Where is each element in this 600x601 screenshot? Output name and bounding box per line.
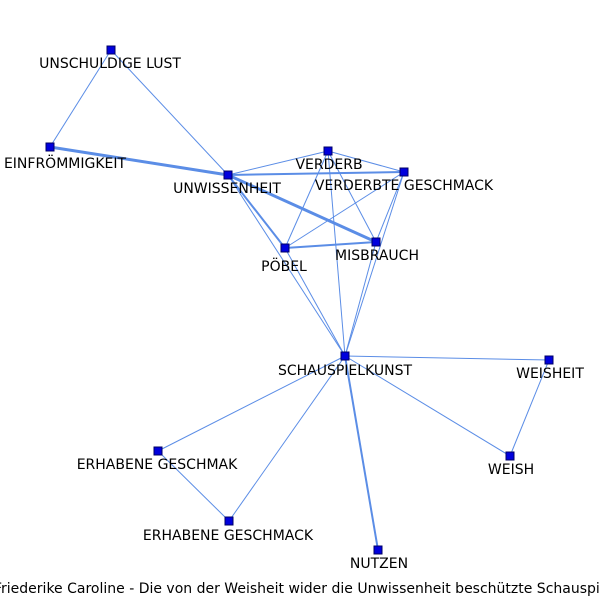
node-poebel[interactable] [280,243,290,253]
node-label-erhabene_geschmack: ERHABENE GESCHMACK [143,528,314,544]
node-label-verderb: VERDERB [295,157,362,173]
edge-verderb-verderbte_geschmack [327,150,405,173]
node-nutzen[interactable] [373,545,383,555]
edge-verderb-misbrauch [327,150,377,243]
edge-unwissenheit-schauspielkunst [227,174,346,357]
edge-verderbte_geschmack-misbrauch [375,171,405,243]
edge-verderb-poebel [284,150,329,249]
node-verderb[interactable] [323,146,333,156]
edge-schauspielkunst-weish [344,355,511,457]
edge-schauspielkunst-weisheit [344,355,550,361]
edge-unwissenheit-verderbte_geschmack [227,171,405,176]
node-label-unschuldige_lust: UNSCHULDIGE LUST [39,56,181,72]
node-label-schauspielkunst: SCHAUSPIELKUNST [278,363,413,379]
edge-unwissenheit-poebel [227,174,286,249]
edge-verderbte_geschmack-schauspielkunst [344,171,405,357]
node-label-verderbte_geschmack: VERDERBTE GESCHMACK [315,178,494,194]
node-label-weish: WEISH [488,462,534,478]
node-label-misbrauch: MISBRAUCH [335,248,419,264]
edge-einfroemmigkeit-unwissenheit [49,145,229,177]
edge-weisheit-weish [509,359,550,457]
node-label-unwissenheit: UNWISSENHEIT [173,181,281,197]
edge-unschuldige_lust-unwissenheit [110,49,229,176]
node-erhabene_geschmak[interactable] [153,446,163,456]
edge-verderb-schauspielkunst [327,150,346,357]
edge-unschuldige_lust-einfroemmigkeit [49,49,112,148]
node-label-erhabene_geschmak: ERHABENE GESCHMAK [77,457,238,473]
node-einfroemmigkeit[interactable] [45,142,55,152]
edge-misbrauch-schauspielkunst [344,241,377,357]
label-layer: UNSCHULDIGE LUST EINFRÖMMIGKEIT UNWISSENHE… [4,56,584,572]
edge-layer [49,49,550,551]
edge-schauspielkunst-nutzen [344,355,379,551]
node-misbrauch[interactable] [371,237,381,247]
edge-verderbte_geschmack-poebel [284,171,405,249]
edge-poebel-schauspielkunst [284,247,346,357]
node-unschuldige_lust[interactable] [106,45,116,55]
edge-schauspielkunst-erhabene_geschmack [228,355,346,522]
node-unwissenheit[interactable] [223,170,233,180]
node-weisheit[interactable] [544,355,554,365]
edge-poebel-misbrauch [284,241,377,249]
edge-unwissenheit-verderb [227,150,329,176]
edge-erhabene_geschmak-erhabene_geschmack [157,450,230,522]
node-schauspielkunst[interactable] [340,351,350,361]
node-erhabene_geschmack[interactable] [224,516,234,526]
node-weish[interactable] [505,451,515,461]
node-verderbte_geschmack[interactable] [399,167,409,177]
node-layer [45,45,554,555]
node-label-poebel: PÖBEL [261,257,307,275]
node-label-nutzen: NUTZEN [350,556,408,572]
graph-caption: Friederike Caroline - Die von der Weishe… [0,581,600,597]
node-label-weisheit: WEISHEIT [516,366,584,382]
edge-schauspielkunst-erhabene_geschmak [157,355,346,452]
node-label-einfroemmigkeit: EINFRÖMMIGKEIT [4,154,127,172]
